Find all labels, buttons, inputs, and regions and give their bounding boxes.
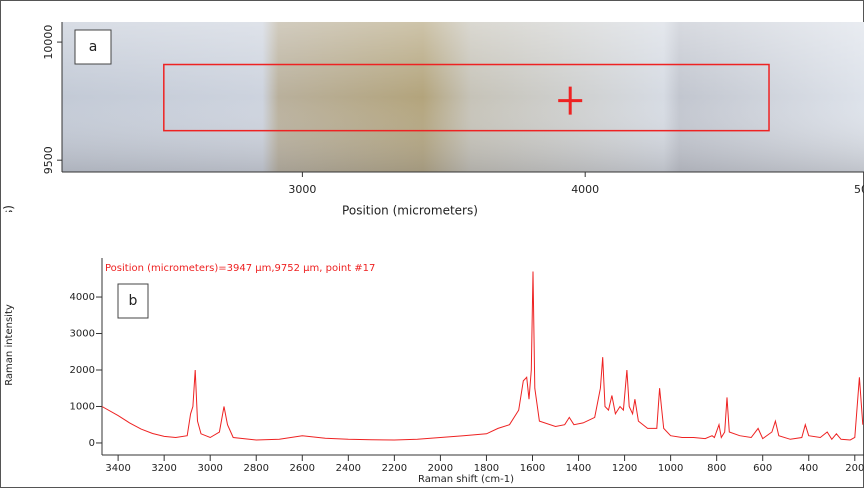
x-tick-label: 3400 xyxy=(105,463,130,474)
y-tick-label: 10000 xyxy=(42,25,55,60)
y-tick-label: 0 xyxy=(89,438,95,449)
y-axis-label: Position (micrometers) xyxy=(2,205,16,341)
x-tick-label: 2200 xyxy=(382,463,407,474)
x-tick-label: 2600 xyxy=(290,463,315,474)
panel-label: b xyxy=(129,293,138,309)
x-tick-label: 1800 xyxy=(474,463,499,474)
position-marker xyxy=(558,86,583,115)
panel-label: a xyxy=(89,39,98,55)
x-tick-label: 2000 xyxy=(428,463,453,474)
x-tick-label: 1600 xyxy=(520,463,545,474)
panel-a: 3000 4000 5000 9500 10000 Position (micromete… xyxy=(2,22,864,341)
x-tick-label: 3000 xyxy=(288,183,316,196)
annotation: Position (micrometers)=3947 µm,9752 µm, … xyxy=(105,263,375,274)
x-tick-label: 1400 xyxy=(566,463,591,474)
y-tick-label: 2000 xyxy=(70,365,95,376)
x-tick-label: 3200 xyxy=(151,463,176,474)
y-tick-label: 1000 xyxy=(70,401,95,412)
x-axis-label: Raman shift (cm-1) xyxy=(418,474,514,485)
panel-b: 0 1000 2000 3000 4000 3400 3200 3000 2800 2600 240… xyxy=(4,258,864,485)
x-tick-label: 5000 xyxy=(854,183,864,196)
x-tick-label: 400 xyxy=(799,463,818,474)
scan-region xyxy=(163,63,770,132)
panel-label-box xyxy=(117,283,149,319)
y-axis-label: Raman intensity xyxy=(4,304,15,386)
x-tick-label: 4000 xyxy=(571,183,599,196)
y-tick-label: 9500 xyxy=(42,146,55,174)
panel-label-box xyxy=(74,29,112,65)
y-tick-label: 3000 xyxy=(70,329,95,340)
micrograph-shade xyxy=(62,22,864,172)
x-tick-label: 2400 xyxy=(336,463,361,474)
x-tick-label: 200 xyxy=(845,463,864,474)
x-tick-label: 2800 xyxy=(244,463,269,474)
y-axis-label-clip: Position (micrometers) xyxy=(2,205,16,341)
x-tick-label: 600 xyxy=(753,463,772,474)
x-axis-label: Position (micrometers) xyxy=(342,204,478,218)
y-tick-label: 4000 xyxy=(70,292,95,303)
micrograph xyxy=(62,22,864,172)
spectrum-line xyxy=(101,271,864,441)
x-tick-label: 800 xyxy=(707,463,726,474)
x-tick-label: 1200 xyxy=(612,463,637,474)
x-tick-label: 1000 xyxy=(658,463,683,474)
x-tick-label: 3000 xyxy=(197,463,222,474)
